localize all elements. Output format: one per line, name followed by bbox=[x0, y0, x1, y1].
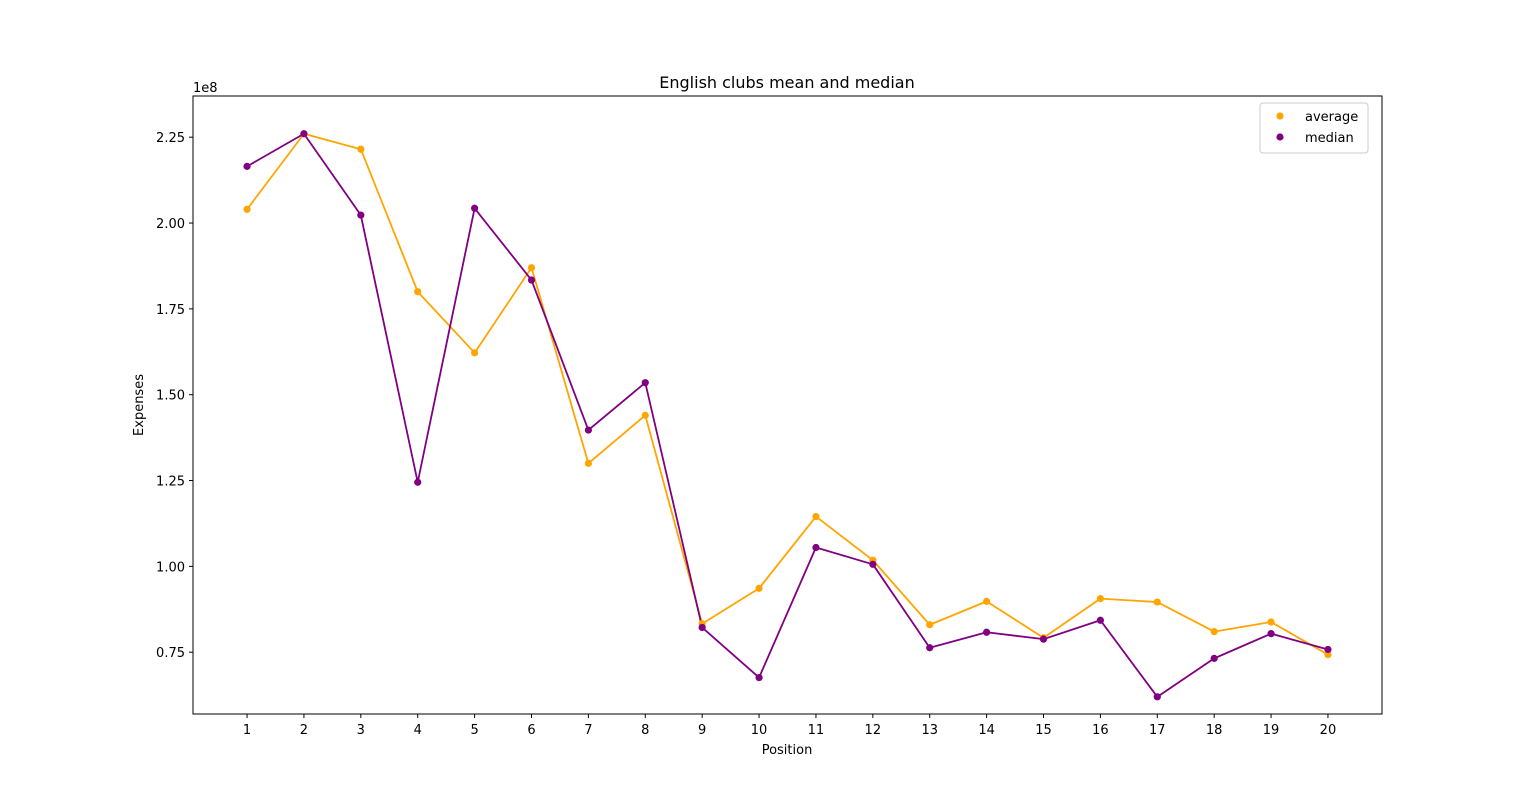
x-tick-label: 12 bbox=[865, 723, 882, 738]
y-axis-label: Expenses bbox=[132, 374, 147, 436]
data-point-median bbox=[300, 130, 308, 138]
x-tick-label: 10 bbox=[751, 723, 768, 738]
series-line-median bbox=[246, 132, 1329, 698]
data-point-average bbox=[1153, 598, 1161, 606]
x-tick-label: 14 bbox=[978, 723, 995, 738]
data-point-median bbox=[698, 623, 706, 632]
chart-title: English clubs mean and median bbox=[659, 73, 914, 92]
data-point-median bbox=[584, 426, 592, 434]
data-point-average bbox=[527, 264, 536, 272]
data-point-median bbox=[1210, 654, 1218, 662]
data-point-average bbox=[243, 205, 251, 213]
data-point-median bbox=[1153, 693, 1161, 701]
data-point-median bbox=[983, 628, 991, 636]
legend-marker-median bbox=[1276, 133, 1284, 141]
data-point-average bbox=[812, 512, 820, 521]
legend-box bbox=[1259, 102, 1369, 154]
data-point-median bbox=[869, 560, 877, 568]
data-point-median bbox=[357, 211, 365, 219]
data-point-median bbox=[1039, 635, 1048, 643]
legend-marker-average bbox=[1276, 112, 1284, 120]
data-point-median bbox=[926, 644, 934, 652]
data-point-average bbox=[1324, 651, 1332, 659]
x-tick-label: 11 bbox=[808, 723, 825, 738]
data-point-average bbox=[584, 459, 592, 467]
y-tick-label: 1.50 bbox=[156, 389, 185, 404]
data-point-average bbox=[414, 288, 422, 296]
x-tick-label: 8 bbox=[641, 723, 649, 738]
data-point-average bbox=[1096, 595, 1104, 603]
legend-label-median: median bbox=[1305, 131, 1354, 146]
legend-label-average: average bbox=[1305, 110, 1358, 125]
y-tick-label: 1.00 bbox=[156, 560, 185, 575]
y-tick-label: 0.75 bbox=[156, 646, 185, 661]
x-tick-label: 13 bbox=[921, 723, 938, 738]
x-tick-label: 7 bbox=[584, 723, 592, 738]
data-point-average bbox=[983, 597, 991, 605]
data-point-average bbox=[755, 584, 763, 592]
data-point-average bbox=[1267, 618, 1275, 626]
x-axis-label: Position bbox=[762, 743, 813, 758]
x-tick-label: 2 bbox=[300, 723, 308, 738]
y-tick-label: 2.00 bbox=[156, 217, 185, 232]
data-point-median bbox=[1267, 630, 1275, 638]
x-tick-label: 3 bbox=[357, 723, 365, 738]
x-tick-label: 9 bbox=[698, 723, 706, 738]
data-point-median bbox=[527, 276, 536, 284]
data-point-average bbox=[471, 349, 479, 357]
data-point-median bbox=[1324, 645, 1332, 654]
x-tick-label: 17 bbox=[1149, 723, 1166, 738]
plot-frame bbox=[192, 95, 1383, 715]
x-tick-label: 18 bbox=[1206, 723, 1223, 738]
data-point-median bbox=[243, 162, 251, 170]
data-point-median bbox=[414, 478, 422, 486]
plot-area: 1 2 3 4 5 6 7 8 9 10 11 12 13 14 15 16 17 18 19 200.751.001… bbox=[156, 95, 1383, 738]
data-point-median bbox=[812, 543, 820, 552]
y-offset-label: 1e8 bbox=[193, 81, 218, 96]
data-point-median bbox=[1096, 616, 1104, 624]
x-tick-label: 19 bbox=[1263, 723, 1280, 738]
data-point-median bbox=[471, 204, 479, 212]
data-point-average bbox=[357, 145, 365, 153]
x-tick-label: 1 bbox=[243, 723, 251, 738]
y-tick-label: 2.25 bbox=[156, 131, 185, 146]
series-line-average bbox=[246, 132, 1329, 656]
y-tick-label: 1.25 bbox=[156, 475, 185, 490]
x-tick-label: 4 bbox=[414, 723, 422, 738]
data-point-median bbox=[641, 379, 649, 387]
x-tick-label: 16 bbox=[1092, 723, 1109, 738]
x-tick-label: 6 bbox=[527, 723, 535, 738]
data-point-average bbox=[926, 621, 934, 629]
data-point-average bbox=[1210, 628, 1218, 636]
data-point-average bbox=[641, 411, 649, 419]
x-tick-label: 20 bbox=[1320, 723, 1337, 738]
data-point-median bbox=[755, 674, 763, 682]
x-tick-label: 15 bbox=[1035, 723, 1052, 738]
x-tick-label: 5 bbox=[470, 723, 478, 738]
y-tick-label: 1.75 bbox=[156, 303, 185, 318]
